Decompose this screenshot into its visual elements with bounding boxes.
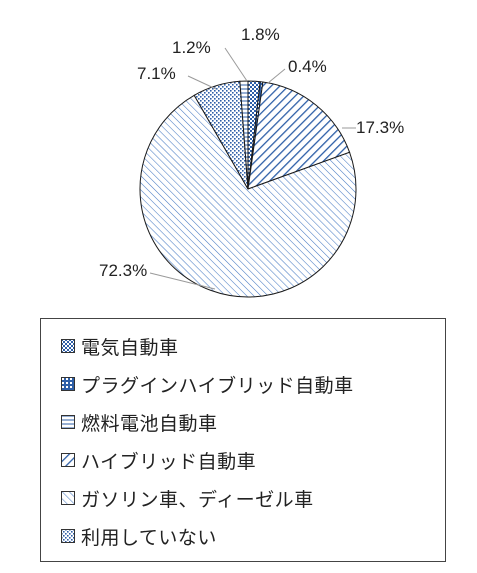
pie-slice xyxy=(247,81,351,190)
legend: 電気自動車プラグインハイブリッド自動車 燃料電池自動車ハイブリッド自動車ガソリン車… xyxy=(40,318,446,562)
leader-line xyxy=(187,75,217,90)
data-label: 7.1% xyxy=(137,64,176,83)
legend-label: ガソリン車、ディーゼル車 xyxy=(81,488,314,511)
leader-line xyxy=(149,272,216,290)
pie-svg: 1.8% 0.4% 17.3% 72.3% 7.1% 1.2% xyxy=(99,25,404,298)
legend-item: プラグインハイブリッド自動車 xyxy=(61,369,354,399)
legend-item: 燃料電池自動車 xyxy=(61,407,218,437)
data-label: 0.4% xyxy=(288,57,327,76)
leader-lines xyxy=(149,47,356,290)
leader-line xyxy=(224,47,248,82)
legend-label: ハイブリッド自動車 xyxy=(81,450,257,473)
legend-item: ハイブリッド自動車 xyxy=(61,445,256,475)
legend-label: 利用していない xyxy=(81,526,217,549)
data-label: 72.3% xyxy=(99,261,147,280)
pie-slice xyxy=(239,80,249,190)
legend-label: 燃料電池自動車 xyxy=(81,412,218,435)
legend-swatch xyxy=(61,415,75,429)
pie-slice xyxy=(139,94,357,298)
legend-label: 電気自動車 xyxy=(81,336,179,359)
legend-swatch xyxy=(61,529,75,543)
data-label: 1.8% xyxy=(241,25,280,44)
legend-swatch xyxy=(61,339,75,353)
legend-swatch xyxy=(61,453,75,467)
legend-label: プラグインハイブリッド自動車 xyxy=(81,374,354,397)
data-labels: 1.8% 0.4% 17.3% 72.3% 7.1% 1.2% xyxy=(99,25,404,280)
data-label: 17.3% xyxy=(356,118,404,137)
legend-swatch xyxy=(61,377,75,391)
pie-slices xyxy=(139,80,357,298)
legend-item: ガソリン車、ディーゼル車 xyxy=(61,483,314,513)
legend-swatch xyxy=(61,491,75,505)
legend-item: 電気自動車 xyxy=(61,331,179,361)
leader-line xyxy=(267,68,286,84)
legend-item: 利用していない xyxy=(61,521,217,551)
data-label: 1.2% xyxy=(172,38,211,57)
